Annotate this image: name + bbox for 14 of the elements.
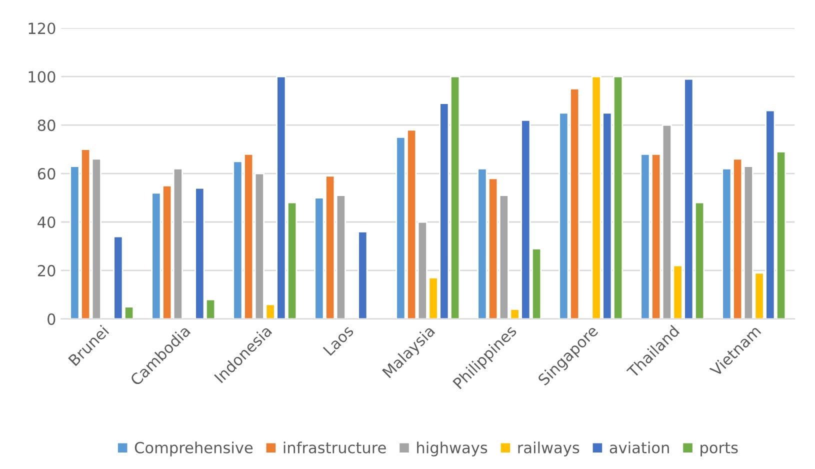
legend-label: aviation <box>610 442 669 454</box>
y-tick-label: 100 <box>28 71 56 83</box>
legend-label: ports <box>700 442 738 456</box>
legend-label: Comprehensive <box>134 442 253 456</box>
legend-label: infrastructure <box>284 442 386 454</box>
y-tick-label: 80 <box>38 120 56 132</box>
y-tick-label: 20 <box>38 264 56 276</box>
y-tick-label: 40 <box>38 216 56 228</box>
legend-label: highways <box>417 442 488 456</box>
y-tick-label: 60 <box>38 168 56 180</box>
y-tick-label: 120 <box>28 22 56 34</box>
legend-label: railways <box>518 442 580 456</box>
bar <box>358 230 368 319</box>
y-tick-label: 0 <box>48 313 56 325</box>
